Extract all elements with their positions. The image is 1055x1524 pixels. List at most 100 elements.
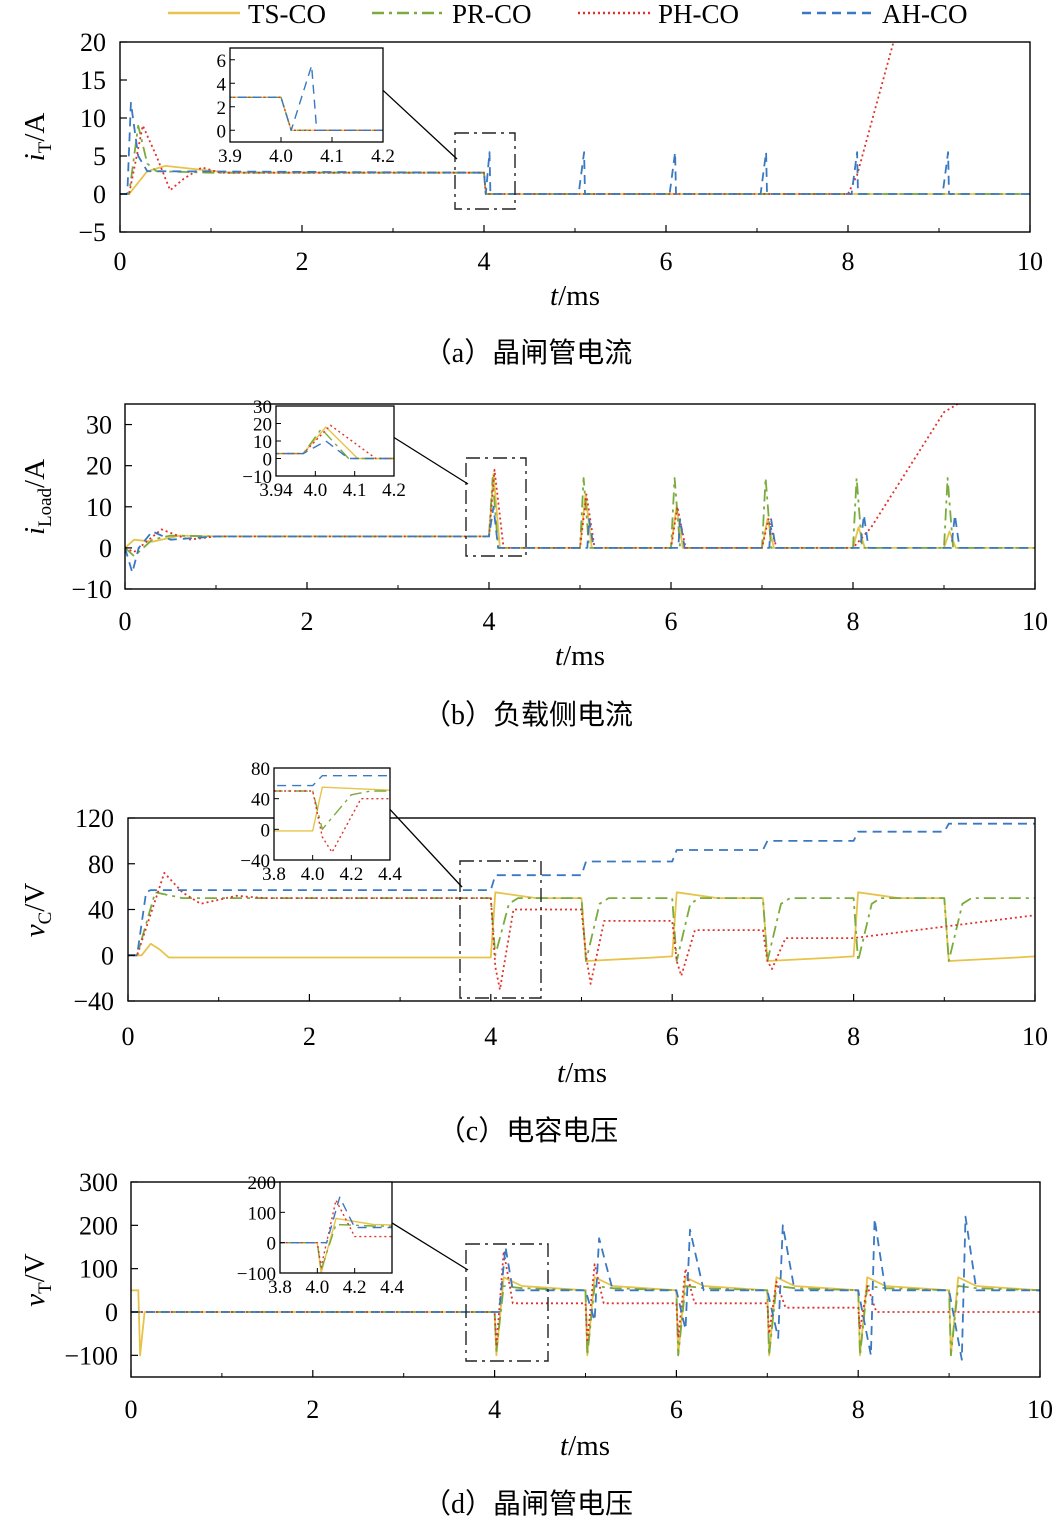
legend-entry-ts-co: TS-CO	[168, 0, 326, 29]
x-axis-label-unit: /ms	[568, 1430, 610, 1462]
inset-y-tick-label: −40	[240, 851, 270, 872]
inset-y-tick-label: 4	[217, 74, 227, 95]
y-tick-label: 5	[93, 142, 106, 171]
y-tick-label: 0	[101, 941, 114, 970]
x-tick-label: 10	[1027, 1395, 1053, 1424]
inset-panel: 3.9 4.0 4.1 4.2 64 20	[217, 47, 458, 167]
chart-panel-d: 0 2 4 6 8 103002001000−100t/msvT/V（d）晶闸管电压3.8…	[19, 1168, 1053, 1520]
y-tick-label: 20	[80, 28, 106, 57]
x-axis-label-unit: /ms	[565, 1057, 607, 1089]
x-axis-label: t/ms	[560, 1430, 610, 1462]
y-tick-label: −10	[71, 575, 112, 604]
inset-series-ts-co	[230, 96, 383, 131]
x-tick-label: 6	[666, 1022, 679, 1051]
inset-x-tick-label: 4.0	[303, 480, 327, 501]
x-axis-label: t/ms	[557, 1057, 607, 1089]
inset-x-tick-label: 3.8	[262, 864, 286, 885]
x-tick-label: 8	[852, 1395, 865, 1424]
x-tick-label: 0	[119, 607, 132, 636]
x-tick-label: 2	[306, 1395, 319, 1424]
zoom-region-box	[454, 132, 516, 210]
x-axis-label: t/ms	[550, 280, 600, 312]
legend-entry-ph-co: PH-CO	[578, 0, 739, 29]
legend-label: PH-CO	[658, 0, 739, 29]
legend: TS-CO PR-CO PH-CO AH-CO	[168, 0, 968, 29]
zoom-region-box	[459, 860, 542, 999]
inset-x-tick-label: 4.4	[378, 864, 402, 885]
inset-connector-line	[389, 808, 463, 888]
inset-y-tick-label: 20	[253, 415, 272, 436]
y-tick-label: 15	[80, 66, 106, 95]
y-tick-label: 80	[88, 850, 114, 879]
y-axis-label: vC/V	[19, 883, 56, 938]
inset-y-tick-label: 0	[267, 1234, 277, 1255]
inset-x-tick-label: 4.2	[343, 1277, 367, 1298]
legend-entry-ah-co: AH-CO	[802, 0, 968, 29]
y-axis-label: iT/A	[19, 113, 56, 162]
x-axis-label-symbol: t	[560, 1430, 569, 1462]
main-series-ph-co	[131, 1250, 1040, 1348]
main-series-pr-co	[128, 891, 1035, 962]
inset-y-tick-label: 30	[253, 397, 272, 418]
inset-x-tick-label: 3.8	[268, 1277, 292, 1298]
x-tick-label: 8	[842, 247, 855, 276]
x-tick-label: 8	[847, 1022, 860, 1051]
x-axis-label: t/ms	[555, 640, 605, 672]
y-axis-label-unit: /A	[19, 459, 51, 488]
x-tick-label: 8	[847, 607, 860, 636]
x-tick-label: 4	[478, 247, 491, 276]
inset-connector-line	[393, 436, 469, 485]
y-tick-label: 0	[93, 180, 106, 209]
inset-series-ph-co	[280, 1199, 392, 1268]
inset-y-tick-label: 80	[251, 759, 270, 780]
x-tick-label: 0	[122, 1022, 135, 1051]
x-tick-label: 2	[301, 607, 314, 636]
inset-series-ts-co	[280, 1217, 392, 1273]
x-tick-label: 10	[1022, 1022, 1048, 1051]
x-tick-label: 4	[483, 607, 496, 636]
y-axis-label-unit: /A	[19, 113, 51, 142]
x-tick-label: 2	[296, 247, 309, 276]
main-series-ah-co	[125, 505, 1035, 574]
inset-x-tick-label: 4.1	[343, 480, 367, 501]
y-axis-label-symbol: v	[19, 924, 51, 937]
inset-frame	[279, 1181, 393, 1274]
inset-series-ph-co	[276, 424, 394, 460]
legend-label: PR-CO	[452, 0, 532, 29]
x-tick-label: 6	[660, 247, 673, 276]
inset-x-tick-label: 4.1	[320, 146, 344, 167]
x-axis-label-symbol: t	[557, 1057, 566, 1089]
inset-y-tick-label: −10	[242, 467, 272, 488]
inset-y-tick-label: 2	[217, 98, 227, 119]
inset-x-tick-label: 4.4	[380, 1277, 404, 1298]
legend-label: TS-CO	[248, 0, 326, 29]
inset-y-tick-label: 6	[217, 51, 227, 72]
y-tick-label: 40	[88, 896, 114, 925]
inset-x-tick-label: 4.2	[371, 146, 395, 167]
inset-y-tick-label: 0	[261, 820, 271, 841]
main-series-ah-co	[128, 822, 1035, 957]
x-axis-label-unit: /ms	[558, 280, 600, 312]
panel-caption: （c）电容电压	[438, 1115, 618, 1147]
y-tick-label: 20	[86, 452, 112, 481]
inset-y-tick-label: 0	[263, 450, 273, 471]
y-axis-label-subscript: Load	[35, 487, 56, 527]
inset-y-tick-label: 100	[248, 1203, 277, 1224]
y-tick-label: 0	[105, 1298, 118, 1327]
y-tick-label: 100	[79, 1255, 118, 1284]
main-series-ah-co	[131, 1215, 1040, 1361]
y-axis-label: vT/V	[19, 1253, 56, 1307]
main-series-pr-co	[120, 124, 1030, 195]
inset-x-tick-label: 4.2	[382, 480, 406, 501]
inset-y-tick-label: 200	[248, 1173, 277, 1194]
y-tick-label: 300	[79, 1168, 118, 1197]
inset-series-pr-co	[276, 428, 394, 460]
y-axis-label-symbol: v	[19, 1294, 51, 1307]
inset-y-tick-label: 0	[217, 121, 227, 142]
panel-caption: （a）晶闸管电流	[424, 337, 632, 369]
inset-panel: 3.8 4.0 4.2 4.4 200 100 0 −100	[237, 1173, 469, 1298]
y-axis-label-unit: /V	[19, 883, 51, 912]
inset-series-ts-co	[274, 786, 390, 832]
